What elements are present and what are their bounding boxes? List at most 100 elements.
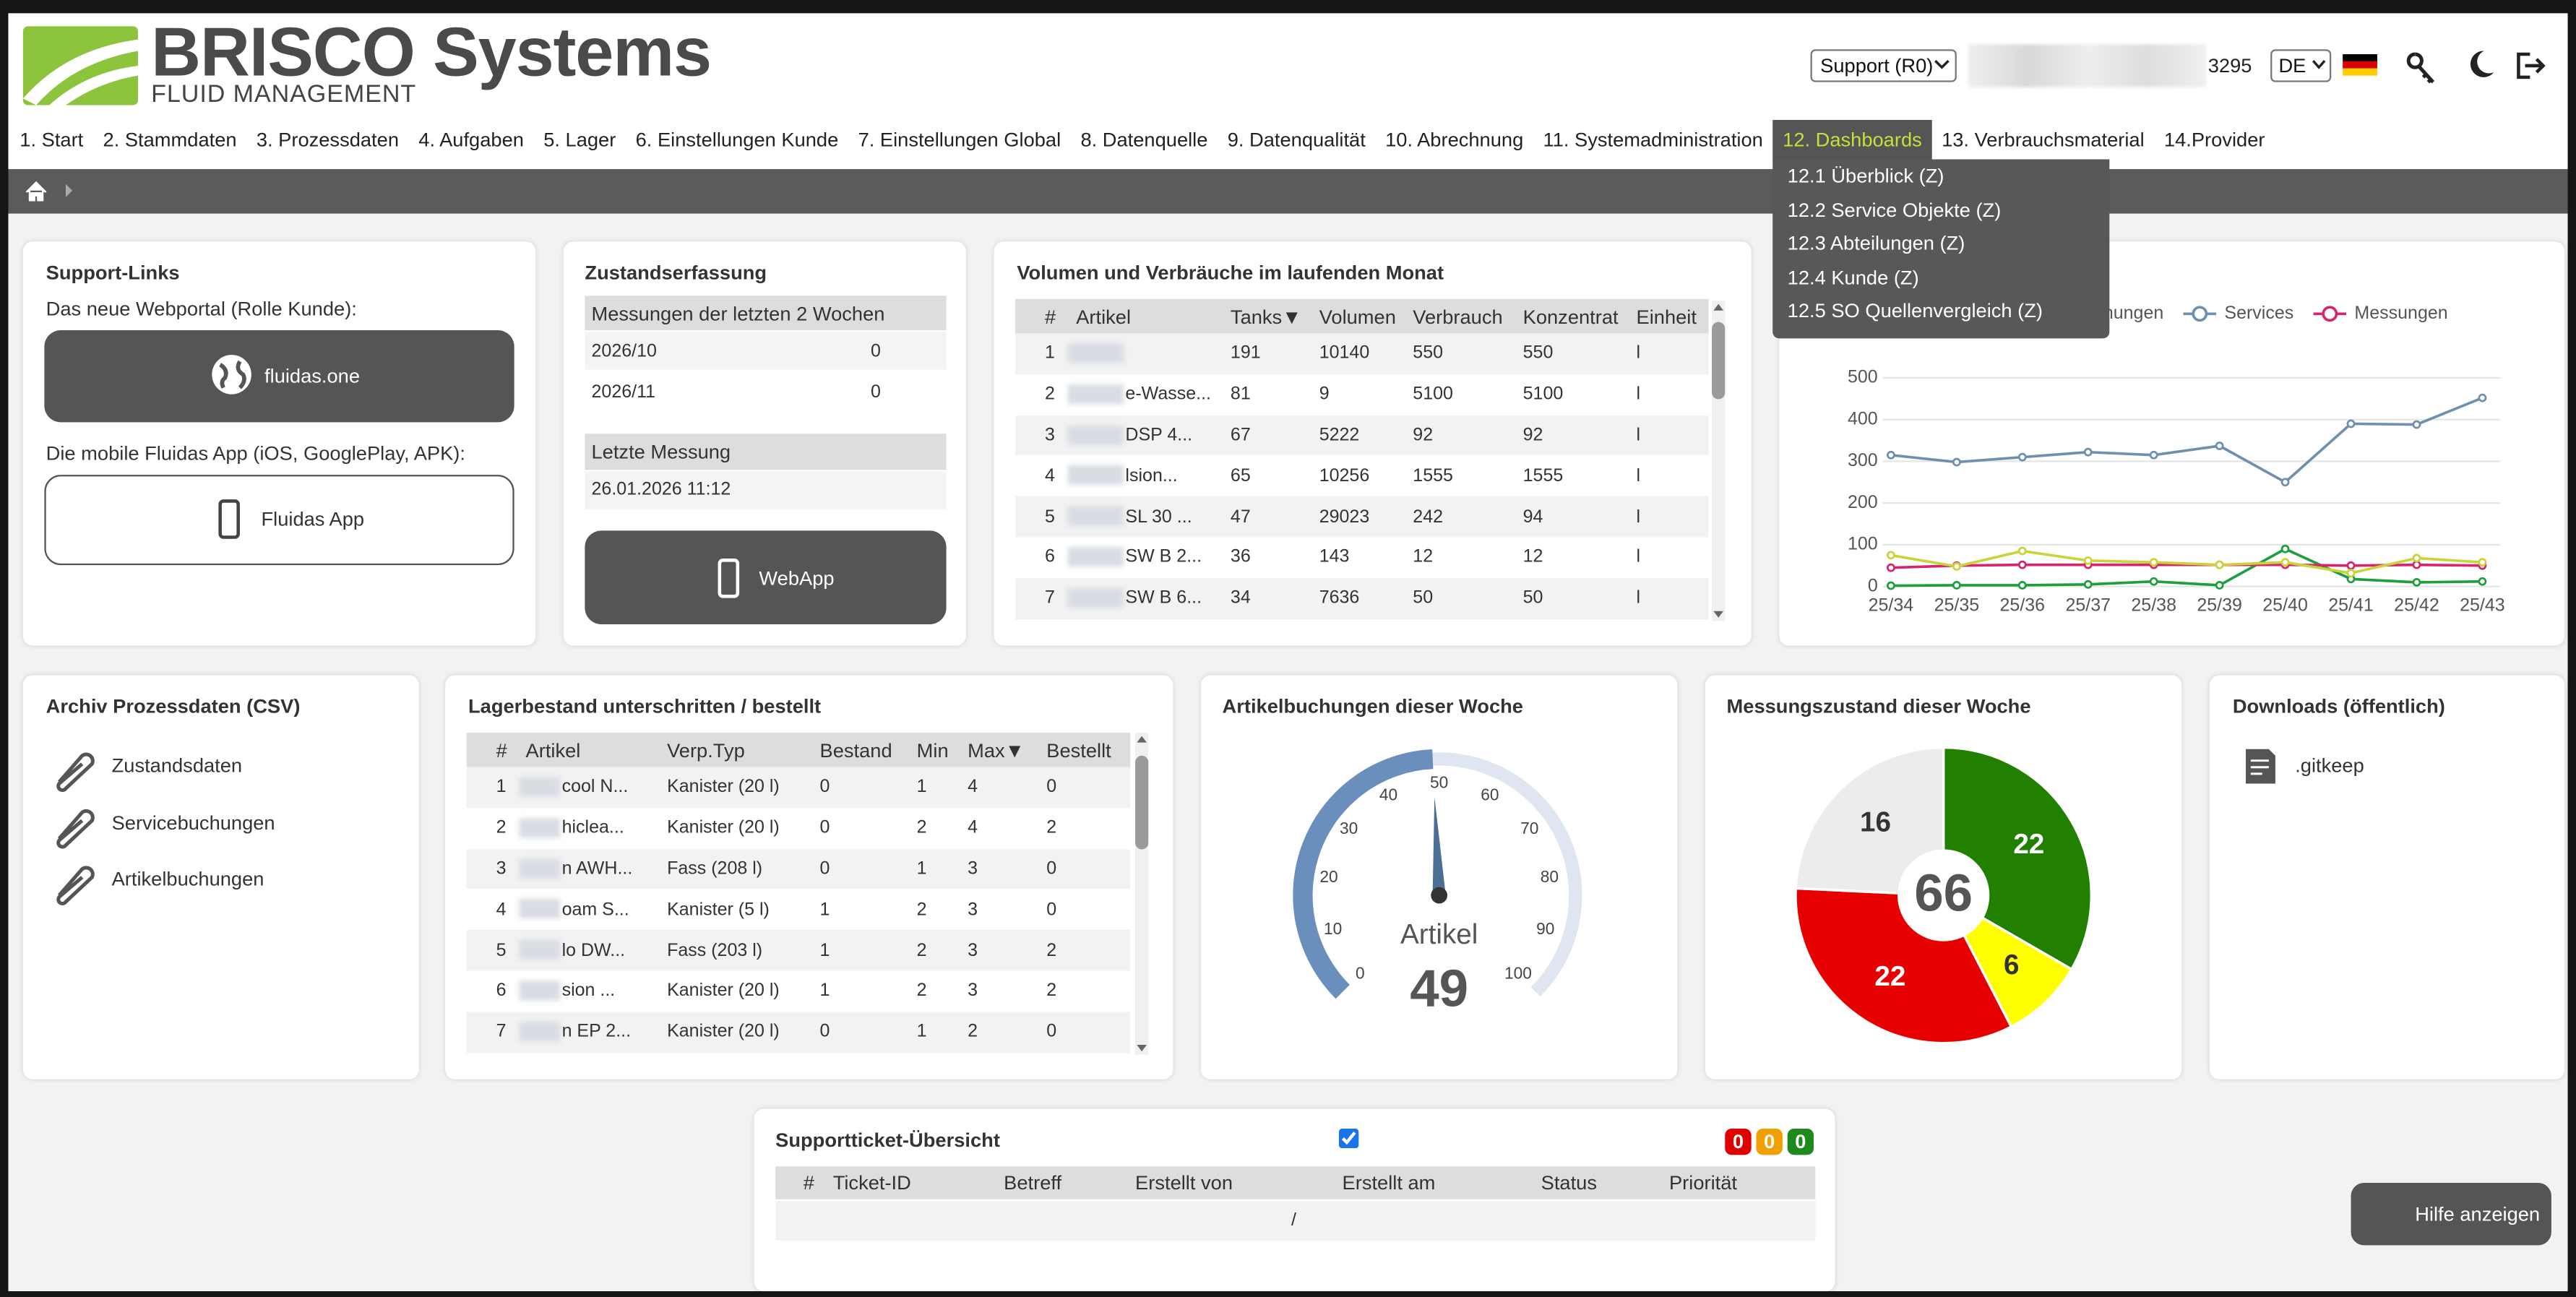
column-header[interactable]: Betreff — [1004, 1171, 1062, 1194]
nav-item[interactable]: 6. Einstellungen Kunde — [635, 128, 839, 152]
cell: l — [1636, 466, 1641, 486]
column-header[interactable]: Artikel — [1076, 305, 1132, 329]
cell: 7 — [1045, 588, 1055, 608]
link[interactable]: Servicebuchungen — [111, 811, 275, 834]
nav-item[interactable]: 13. Verbrauchsmaterial — [1942, 128, 2145, 152]
submenu-item[interactable]: 12.5 SO Quellenvergleich (Z) — [1787, 299, 2043, 323]
cell: 92 — [1413, 425, 1434, 446]
blurred-text — [519, 777, 561, 797]
column-header[interactable]: Bestellt — [1046, 739, 1111, 762]
nav-item[interactable]: 4. Aufgaben — [418, 128, 524, 152]
role-select[interactable]: Support (R0) — [1810, 49, 1957, 82]
card — [1201, 675, 1678, 1080]
nav-item[interactable]: 10. Abrechnung — [1385, 128, 1524, 152]
cell: 2 — [1046, 981, 1057, 1001]
cell: Kanister (20 l) — [667, 777, 780, 798]
cell: l — [1636, 507, 1641, 527]
column-header[interactable]: Volumen — [1319, 305, 1396, 329]
language-select[interactable]: DE — [2270, 49, 2332, 82]
cell: 4 — [968, 818, 978, 838]
cell: 0 — [819, 1022, 830, 1042]
button-label[interactable]: fluidas.one — [264, 364, 361, 388]
cell: 550 — [1522, 344, 1554, 364]
column-header[interactable]: Priorität — [1668, 1171, 1737, 1194]
column-header[interactable]: Bestand — [819, 739, 892, 762]
submenu-item[interactable]: 12.3 Abteilungen (Z) — [1787, 232, 1965, 255]
link[interactable]: Artikelbuchungen — [111, 867, 264, 891]
cell: 1 — [496, 777, 507, 798]
column-header[interactable]: Min — [916, 739, 949, 762]
table-row — [466, 1012, 1131, 1053]
cell: 1 — [1045, 344, 1055, 364]
column-header[interactable]: Tanks▼ — [1230, 305, 1302, 329]
table-row — [466, 848, 1131, 889]
nav-item[interactable]: 12. Dashboards — [1772, 119, 1932, 160]
link[interactable]: Zustandsdaten — [111, 754, 243, 777]
cell: 7636 — [1319, 588, 1360, 608]
nav-item[interactable]: 8. Datenquelle — [1080, 128, 1208, 152]
column-header[interactable]: Ticket-ID — [832, 1171, 911, 1194]
blurred-text — [1067, 506, 1124, 526]
table-row — [585, 371, 947, 410]
column-header[interactable]: Status — [1541, 1171, 1598, 1194]
cell: 26.01.2026 11:12 — [591, 479, 731, 500]
nav-item[interactable]: 2. Stammdaten — [103, 128, 237, 152]
card-title: Zustandserfassung — [585, 261, 767, 285]
cell: 0 — [819, 859, 830, 879]
column-header[interactable]: Erstellt am — [1342, 1171, 1436, 1194]
nav-item[interactable]: 3. Prozessdaten — [256, 128, 399, 152]
column-header[interactable]: # — [496, 739, 507, 762]
cell: 10256 — [1319, 466, 1370, 486]
submenu-item[interactable]: 12.2 Service Objekte (Z) — [1787, 198, 2002, 222]
cell: SW B 6... — [1125, 588, 1202, 608]
breadcrumb-bar — [8, 169, 2568, 214]
column-header[interactable]: # — [1045, 305, 1056, 329]
cell: Fass (203 l) — [667, 940, 763, 961]
blurred-text — [519, 939, 561, 960]
cell: 1 — [916, 859, 927, 879]
checkbox[interactable] — [1338, 1128, 1359, 1149]
card-title: Lagerbestand unterschritten / bestellt — [468, 694, 822, 718]
cell: 4 — [968, 777, 978, 798]
column-header[interactable]: # — [803, 1171, 814, 1194]
column-header[interactable]: Max▼ — [968, 739, 1025, 762]
column-header[interactable]: Einheit — [1636, 305, 1697, 329]
cell: oam S... — [561, 900, 629, 920]
card-title: Artikelbuchungen dieser Woche — [1222, 694, 1523, 718]
cell: Kanister (20 l) — [667, 818, 780, 838]
cell: l — [1636, 344, 1641, 364]
table-row — [1015, 577, 1709, 619]
column-header[interactable]: Konzentrat — [1522, 305, 1619, 329]
nav-item[interactable]: 1. Start — [20, 128, 84, 152]
cell: 29023 — [1319, 507, 1370, 527]
cell: 3 — [968, 940, 978, 961]
column-header[interactable]: Erstellt von — [1135, 1171, 1233, 1194]
column-header[interactable]: Verbrauch — [1413, 305, 1503, 329]
cell: SL 30 ... — [1125, 507, 1192, 527]
nav-item[interactable]: 5. Lager — [543, 128, 616, 152]
cell: 2 — [916, 981, 927, 1001]
download-link[interactable]: .gitkeep — [2295, 754, 2364, 777]
label: Das neue Webportal (Rolle Kunde): — [46, 297, 357, 321]
cell: 5 — [496, 940, 507, 961]
cell: 4 — [1045, 466, 1055, 486]
submenu-item[interactable]: 12.4 Kunde (Z) — [1787, 265, 1919, 289]
nav-item[interactable]: 11. Systemadministration — [1543, 128, 1763, 152]
column-header[interactable]: Artikel — [525, 739, 581, 762]
button-label[interactable]: Fluidas App — [261, 507, 365, 531]
help-label[interactable]: Hilfe anzeigen — [2415, 1202, 2541, 1226]
button-label[interactable]: WebApp — [759, 566, 835, 590]
cell: 2 — [916, 900, 927, 920]
user-blurred — [1968, 44, 2207, 87]
submenu-item[interactable]: 12.1 Überblick (Z) — [1787, 164, 1944, 188]
nav-item[interactable]: 9. Datenqualität — [1227, 128, 1366, 152]
cell: 3 — [968, 859, 978, 879]
blurred-text — [1067, 587, 1124, 608]
nav-item[interactable]: 7. Einstellungen Global — [858, 128, 1061, 152]
card-title: Support-Links — [46, 261, 180, 285]
column-header[interactable]: Verp.Typ — [667, 739, 745, 762]
nav-item[interactable]: 14.Provider — [2163, 128, 2265, 152]
cell: 1 — [819, 981, 830, 1001]
